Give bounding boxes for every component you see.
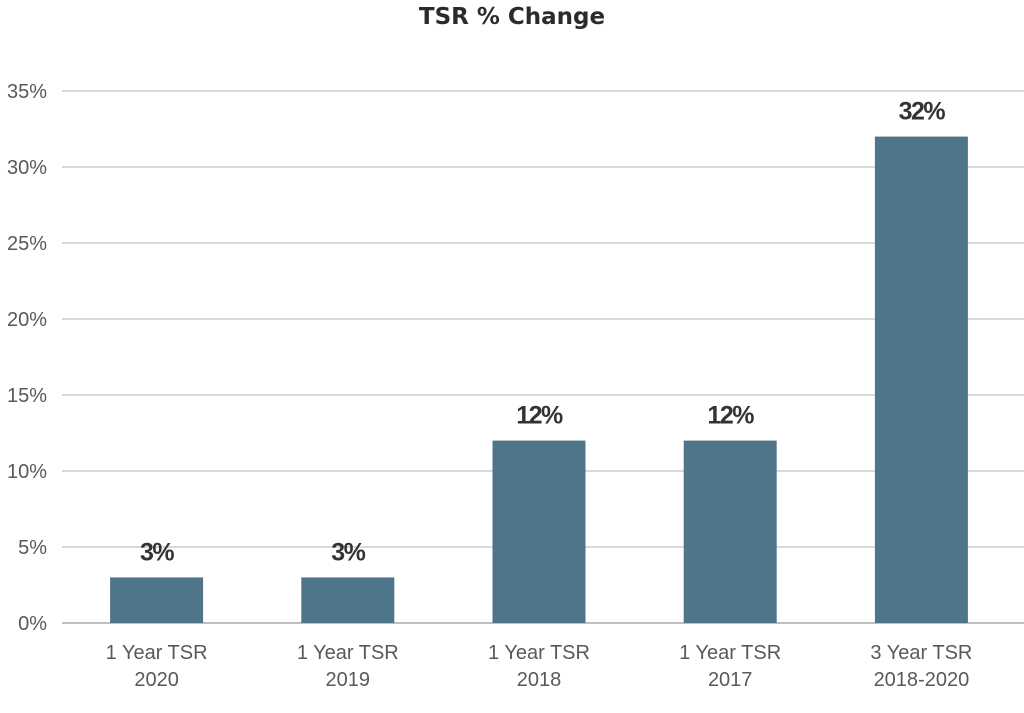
y-tick-label: 20% [7,309,47,331]
bars [110,136,968,623]
data-label: 12% [516,402,563,430]
y-tick-label: 10% [7,461,47,483]
bar [874,136,968,623]
x-tick-label: 2018-2020 [874,669,970,691]
x-tick-label: 1 Year TSR [679,642,781,664]
x-tick-label: 3 Year TSR [870,642,972,664]
data-label: 3% [140,538,174,566]
y-tick-label: 35% [7,81,47,103]
x-tick-label: 2017 [708,669,753,691]
x-tick-label: 2020 [134,669,179,691]
x-axis-ticks: 1 Year TSR 2020 1 Year TSR 2019 1 Year TSR 20… [106,642,973,691]
y-axis-ticks: 0% 5% 10% 15% 20% 25% 30% 35% [7,81,47,635]
bar [301,577,395,623]
y-tick-label: 25% [7,233,47,255]
data-labels: 3% 3% 12% 12% 32% [140,98,947,567]
data-label: 32% [899,98,946,126]
x-tick-label: 2018 [517,669,562,691]
x-tick-label: 2019 [326,669,371,691]
bar [492,440,586,623]
x-tick-label: 1 Year TSR [488,642,590,664]
y-tick-label: 5% [18,537,47,559]
y-tick-label: 0% [18,613,47,635]
y-tick-label: 15% [7,385,47,407]
y-tick-label: 30% [7,157,47,179]
x-tick-label: 1 Year TSR [297,642,399,664]
bar [110,577,204,623]
data-label: 3% [331,538,365,566]
bar [683,440,777,623]
data-label: 12% [707,402,754,430]
chart-title: TSR % Change [419,4,605,30]
x-tick-label: 1 Year TSR [106,642,208,664]
